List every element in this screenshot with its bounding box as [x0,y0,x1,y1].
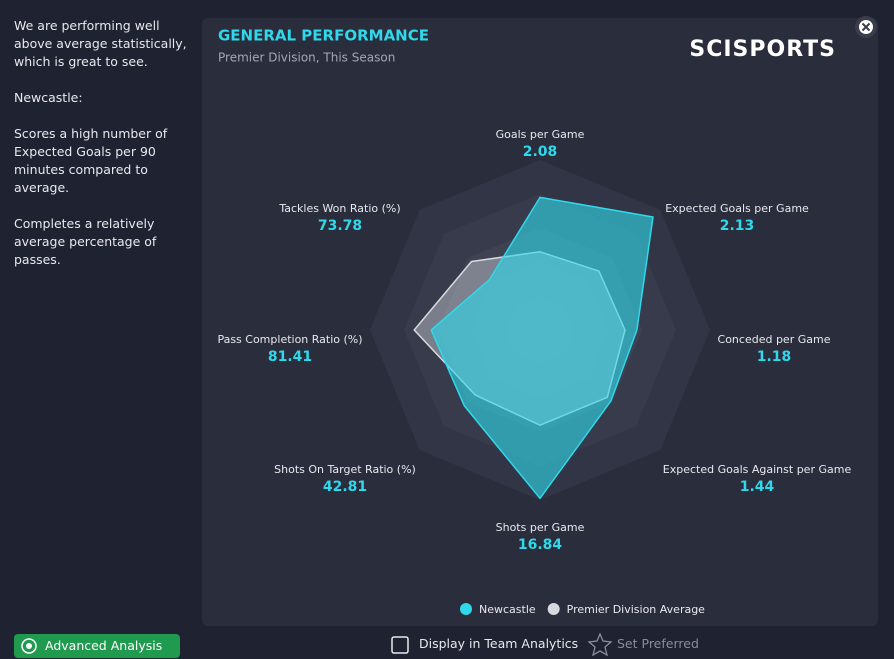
axis-label: Expected Goals per Game [665,202,809,215]
axis-value: 73.78 [318,218,362,234]
axis-value: 42.81 [323,479,367,495]
axis-label: Tackles Won Ratio (%) [278,202,400,215]
icon [21,638,37,654]
sidebar: We are performing well above average sta… [14,17,196,287]
legend-label: Newcastle [479,603,536,616]
axis-label: Shots per Game [496,521,585,534]
paragraph: Scores a high number of Expected Goals p… [14,126,168,195]
checkbox[interactable] [391,636,409,654]
star-icon[interactable] [587,632,613,657]
chart-title: GENERAL PERFORMANCE [218,27,429,45]
axis-value: 16.84 [518,537,563,553]
axis-label: Shots On Target Ratio (%) [274,463,416,476]
brand: SCISPORTS [689,37,836,62]
axis-value: 1.18 [757,349,792,365]
legend-swatch [547,603,560,615]
axis-label: Expected Goals Against per Game [663,463,852,476]
legend-label: Premier Division Average [567,603,706,616]
advanced-analysis-button[interactable]: Advanced Analysis [14,634,180,658]
preferred-label[interactable]: Set Preferred [617,636,699,651]
radar-area [430,196,654,500]
paragraph: We are performing well above average sta… [14,18,187,69]
axis-value: 1.44 [740,479,775,495]
axis-value: 81.41 [268,349,312,365]
button-label: Advanced Analysis [45,638,163,653]
legend-swatch [460,603,472,615]
axis-value: 2.13 [720,218,755,234]
axis-label: Pass Completion Ratio (%) [217,333,362,346]
paragraph: Newcastle: [14,90,83,105]
close-button[interactable] [855,16,877,38]
chart-subtitle: Premier Division, This Season [218,51,395,65]
axis-label: Conceded per Game [718,333,831,346]
display-label[interactable]: Display in Team Analytics [419,636,579,651]
axis-label: Goals per Game [496,128,585,141]
paragraph: Completes a relatively average percentag… [14,216,157,267]
axis-value: 2.08 [523,144,558,160]
